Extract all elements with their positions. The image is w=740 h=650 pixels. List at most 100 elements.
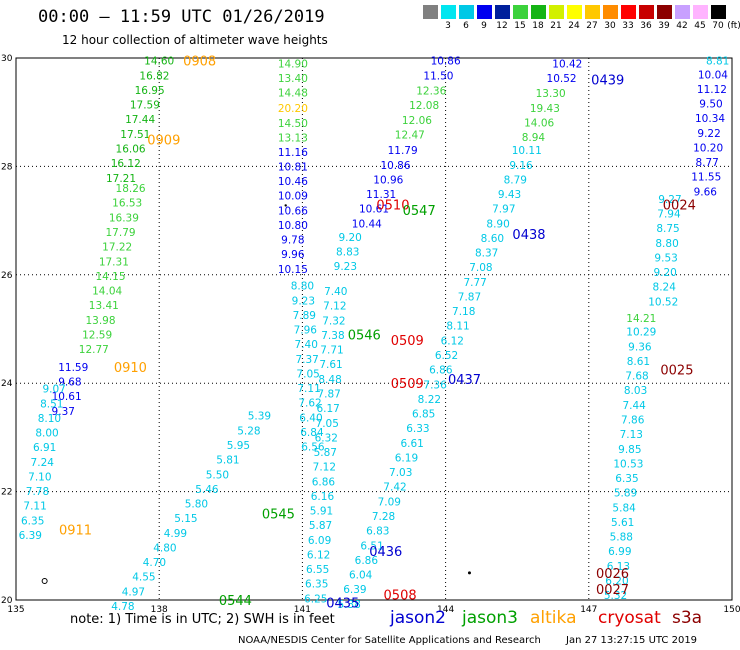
x-tick-label: 135 <box>7 605 24 615</box>
pass-time-label: 0510 <box>376 198 409 213</box>
wave-height-label: 8.94 <box>522 132 546 144</box>
wave-height-label: 7.09 <box>378 496 401 508</box>
wave-height-label: 10.80 <box>278 220 308 232</box>
wave-height-label: 9.43 <box>498 189 521 201</box>
wave-height-label: 10.81 <box>278 161 308 173</box>
wave-height-label: 7.03 <box>389 467 412 479</box>
pass-time-label: 0027 <box>596 583 629 598</box>
wave-height-label: 8.75 <box>656 223 679 235</box>
color-scale-unit: (ft) <box>727 21 740 31</box>
wave-height-label: 10.86 <box>380 160 410 172</box>
color-swatch <box>657 5 672 19</box>
wave-height-label: 5.88 <box>610 532 633 544</box>
wave-height-label: 9.53 <box>654 252 677 264</box>
wave-height-label: 11.31 <box>366 189 396 201</box>
wave-height-label: 10.15 <box>278 264 308 276</box>
wave-height-label: 7.44 <box>622 400 646 412</box>
wave-height-label: 5.81 <box>216 455 239 467</box>
wave-height-label: 6.83 <box>366 526 389 538</box>
wave-height-label: 9.27 <box>658 194 681 206</box>
wave-height-label: 10.04 <box>698 69 728 81</box>
color-scale-tick: 36 <box>640 21 652 31</box>
wave-height-label: 9.78 <box>281 235 304 247</box>
wave-height-label: 6.39 <box>343 584 366 596</box>
wave-height-label: 16.39 <box>109 212 139 224</box>
chart-subtitle: 12 hour collection of altimeter wave hei… <box>62 33 328 47</box>
pass-time-label: 0545 <box>262 507 295 522</box>
wave-height-label: 7.18 <box>452 306 475 318</box>
wave-height-label: 12.36 <box>416 86 446 98</box>
wave-height-label: 6.19 <box>395 452 418 464</box>
color-swatch <box>549 5 564 19</box>
x-tick-label: 147 <box>580 605 597 615</box>
wave-height-label: 5.46 <box>195 484 219 496</box>
wave-height-label: 6.04 <box>349 570 373 582</box>
wave-height-label: 6.86 <box>429 365 453 377</box>
pass-time-label: 0908 <box>183 55 216 70</box>
wave-height-label: 13.40 <box>278 73 308 85</box>
wave-height-label: 6.99 <box>608 546 631 558</box>
color-scale-tick: 18 <box>532 21 544 31</box>
wave-height-label: 7.36 <box>423 379 447 391</box>
wave-height-label: 7.86 <box>621 415 645 427</box>
wave-height-label: 8.48 <box>318 374 341 386</box>
wave-height-label: 4.97 <box>122 586 145 598</box>
wave-height-label: 6.16 <box>311 491 335 503</box>
color-scale-tick: 70 <box>712 21 724 31</box>
wave-height-label: 7.13 <box>620 429 643 441</box>
wave-height-label: 6.35 <box>615 473 638 485</box>
wave-height-label: 6.35 <box>21 515 44 527</box>
wave-height-label: 5.84 <box>612 502 636 514</box>
wave-height-label: 7.77 <box>463 277 486 289</box>
wave-height-label: 6.61 <box>400 438 423 450</box>
wave-height-label: 10.11 <box>512 145 542 157</box>
wave-height-label: 6.51 <box>360 540 383 552</box>
wave-height-label: 17.51 <box>120 129 150 141</box>
y-tick-label: 20 <box>1 596 13 606</box>
wave-height-label: 11.79 <box>388 145 418 157</box>
footer-timestamp: Jan 27 13:27:15 UTC 2019 <box>566 635 698 646</box>
wave-height-label: 9.50 <box>699 99 722 111</box>
pass-time-label: 0025 <box>660 364 693 379</box>
pass-time-label: 0909 <box>147 133 180 148</box>
wave-height-label: 5.50 <box>206 469 229 481</box>
wave-height-label: 5.87 <box>314 447 337 459</box>
wave-height-label: 14.90 <box>278 58 308 70</box>
color-scale-tick: 45 <box>694 21 706 31</box>
wave-height-label: 5.28 <box>237 425 260 437</box>
wave-height-label: 17.44 <box>125 114 155 126</box>
wave-height-label: 5.15 <box>174 513 197 525</box>
wave-height-label: 7.97 <box>492 204 515 216</box>
color-swatch <box>495 5 510 19</box>
wave-height-label: 13.30 <box>536 88 566 100</box>
wave-height-label: 10.09 <box>278 191 308 203</box>
wave-height-label: 7.37 <box>295 354 318 366</box>
wave-height-label: 14.06 <box>524 117 554 129</box>
wave-height-label: 10.86 <box>431 56 461 68</box>
pass-time-label: 0509 <box>391 377 424 392</box>
color-swatch <box>423 5 438 19</box>
pass-time-label: 0026 <box>596 567 629 582</box>
wave-height-label: 7.24 <box>31 457 55 469</box>
wave-height-label: 6.56 <box>301 442 325 454</box>
wave-height-label: 9.68 <box>58 377 81 389</box>
wave-height-label: 7.05 <box>296 368 319 380</box>
wave-height-label: 6.85 <box>412 409 435 421</box>
wave-height-label: 10.29 <box>626 327 656 339</box>
wave-height-label: 6.25 <box>304 593 327 605</box>
color-scale-tick: 12 <box>496 21 508 31</box>
wave-height-label: 7.11 <box>23 501 46 513</box>
wave-height-label: 10.34 <box>695 113 725 125</box>
wave-height-label: 4.70 <box>143 557 166 569</box>
legend-s3a: s3a <box>672 608 703 628</box>
pass-time-label: 0024 <box>663 198 696 213</box>
wave-height-label: 16.12 <box>111 158 141 170</box>
wave-height-label: 9.20 <box>338 232 361 244</box>
wave-height-label: 11.55 <box>691 172 721 184</box>
wave-height-label: 16.06 <box>116 144 146 156</box>
wave-height-label: 14.04 <box>92 286 122 298</box>
wave-height-label: 8.77 <box>695 157 718 169</box>
wave-height-label: 14.48 <box>278 88 308 100</box>
y-tick-label: 26 <box>1 271 13 281</box>
x-tick-label: 138 <box>151 605 168 615</box>
